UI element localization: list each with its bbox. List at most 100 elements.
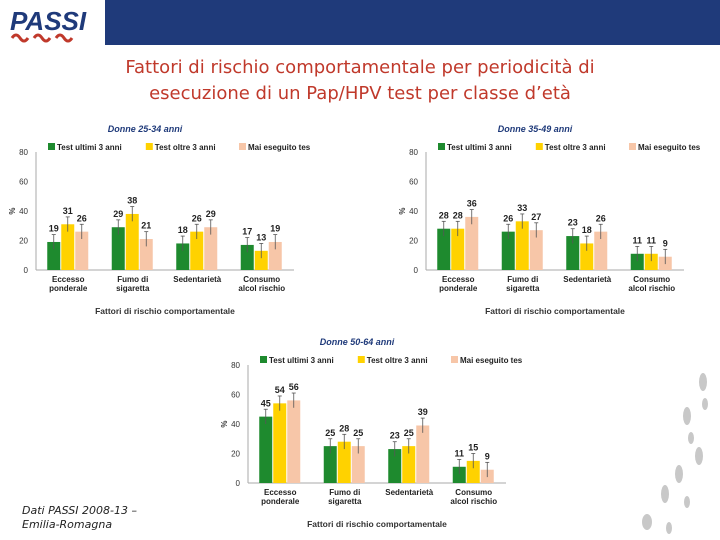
y-tick-label: 20 xyxy=(231,450,240,459)
legend-swatch xyxy=(145,143,153,150)
category-label: ponderale xyxy=(439,284,478,293)
data-label: 15 xyxy=(468,443,478,453)
bar xyxy=(416,425,430,483)
data-label: 28 xyxy=(453,210,463,220)
data-label: 26 xyxy=(596,213,606,223)
bar xyxy=(466,460,480,483)
category-label: alcol rischio xyxy=(450,497,497,506)
category-label: ponderale xyxy=(261,497,300,506)
y-tick-label: 80 xyxy=(19,148,28,157)
data-label: 23 xyxy=(390,431,400,441)
bar xyxy=(176,243,190,270)
y-axis-label: % xyxy=(220,420,229,427)
data-label: 29 xyxy=(206,209,216,219)
legend-swatch xyxy=(535,143,543,150)
bar xyxy=(566,236,580,270)
chart-title: Donne 50-64 anni xyxy=(320,337,395,347)
legend-label: Mai eseguito test xyxy=(638,143,700,152)
data-label: 29 xyxy=(113,209,123,219)
bar xyxy=(287,400,301,483)
legend-label: Test oltre 3 anni xyxy=(545,143,606,152)
data-label: 26 xyxy=(77,213,87,223)
footer-source: Dati PASSI 2008-13 – Emilia-Romagna xyxy=(22,504,137,532)
legend-label: Mai eseguito test xyxy=(460,356,522,365)
category-label: Consumo xyxy=(633,275,670,284)
data-label: 18 xyxy=(178,225,188,235)
category-label: Eccesso xyxy=(442,275,475,284)
category-label: Sedentarietà xyxy=(173,275,222,284)
legend-label: Test oltre 3 anni xyxy=(367,356,428,365)
data-label: 11 xyxy=(454,448,464,458)
bar xyxy=(259,416,273,483)
bar xyxy=(630,253,644,270)
category-label: sigaretta xyxy=(116,284,150,293)
bar xyxy=(402,446,416,483)
category-label: Eccesso xyxy=(52,275,85,284)
bar xyxy=(437,228,451,270)
bar xyxy=(111,227,125,270)
legend-swatch xyxy=(260,356,267,363)
legend-swatch xyxy=(357,356,365,363)
bar xyxy=(240,244,254,270)
data-label: 11 xyxy=(632,235,642,245)
data-label: 9 xyxy=(485,451,490,461)
category-label: sigaretta xyxy=(506,284,540,293)
x-axis-label: Fattori di rischio comportamentale xyxy=(95,306,235,316)
source-line-2: Emilia-Romagna xyxy=(22,518,113,531)
data-label: 56 xyxy=(289,382,299,392)
y-tick-label: 60 xyxy=(409,178,418,187)
category-label: Fumo di xyxy=(117,275,148,284)
bar xyxy=(515,221,529,270)
category-label: ponderale xyxy=(49,284,88,293)
y-tick-label: 0 xyxy=(24,266,29,275)
legend-label: Test ultimi 3 anni xyxy=(57,143,122,152)
chart-title: Donne 25-34 anni xyxy=(108,124,183,134)
bar xyxy=(580,243,594,270)
category-label: Consumo xyxy=(455,488,492,497)
bar xyxy=(273,403,287,483)
legend-label: Test ultimi 3 anni xyxy=(269,356,334,365)
y-tick-label: 20 xyxy=(409,237,418,246)
data-label: 21 xyxy=(141,221,151,231)
y-tick-label: 60 xyxy=(231,391,240,400)
category-label: Sedentarietà xyxy=(385,488,434,497)
y-tick-label: 60 xyxy=(19,178,28,187)
bar xyxy=(268,241,282,270)
y-tick-label: 80 xyxy=(231,361,240,370)
passi-logo: PASSI xyxy=(10,6,87,43)
category-label: Fumo di xyxy=(507,275,538,284)
legend-label: Test ultimi 3 anni xyxy=(447,143,512,152)
chart-35-49: Donne 35-49 anni Test ultimi 3 anni Test o… xyxy=(398,124,700,316)
bar xyxy=(190,231,204,270)
y-tick-label: 40 xyxy=(19,207,28,216)
legend-swatch xyxy=(438,143,445,150)
y-tick-label: 80 xyxy=(409,148,418,157)
data-label: 33 xyxy=(517,203,527,213)
bar xyxy=(594,231,608,270)
data-label: 17 xyxy=(242,227,252,237)
bar xyxy=(125,213,139,270)
data-label: 38 xyxy=(127,196,137,206)
bar xyxy=(451,228,465,270)
data-label: 26 xyxy=(503,213,513,223)
legend-swatch xyxy=(239,143,246,150)
y-axis-label: % xyxy=(398,207,407,214)
bar xyxy=(139,239,153,270)
title-line-2: esecuzione di un Pap/HPV test per classe… xyxy=(149,83,571,104)
data-label: 25 xyxy=(353,428,363,438)
legend-swatch xyxy=(48,143,55,150)
y-tick-label: 40 xyxy=(409,207,418,216)
y-tick-label: 0 xyxy=(236,479,241,488)
legend-label: Mai eseguito test xyxy=(248,143,310,152)
slide-title: Fattori di rischio comportamentale per p… xyxy=(40,55,680,107)
data-label: 54 xyxy=(275,385,285,395)
bar xyxy=(452,466,466,483)
bar xyxy=(337,441,351,483)
title-line-1: Fattori di rischio comportamentale per p… xyxy=(125,57,595,78)
data-label: 26 xyxy=(192,213,202,223)
data-label: 45 xyxy=(261,398,271,408)
bar xyxy=(47,241,61,270)
bar xyxy=(351,446,365,483)
category-label: Consumo xyxy=(243,275,280,284)
data-label: 25 xyxy=(325,428,335,438)
